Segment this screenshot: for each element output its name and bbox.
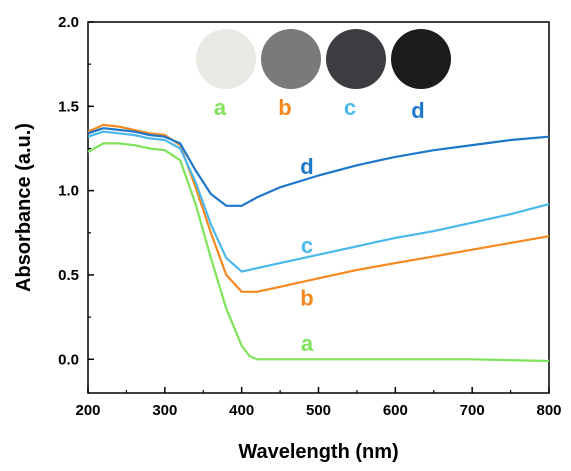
- x-tick-label: 200: [75, 402, 100, 419]
- curve-labels: d c ba: [300, 154, 314, 356]
- sample-photo-a: [196, 29, 256, 89]
- series-line-c: [87, 130, 550, 273]
- sample-photo-b: [261, 29, 321, 89]
- curve-label-a: a: [301, 331, 314, 356]
- plot-border: [87, 21, 550, 394]
- plot-frame: [87, 21, 550, 394]
- series-line-d: [87, 127, 550, 207]
- curve-label-d: d: [300, 154, 313, 179]
- sample-label-b: b: [278, 95, 291, 120]
- x-tick-label: 400: [229, 402, 254, 419]
- curve-label-c: c: [301, 233, 313, 258]
- x-tick-label: 300: [152, 402, 177, 419]
- y-axis-ticks: 0.0 0.5 1.0 1.5 2.0: [58, 14, 94, 368]
- x-tick-label: 800: [536, 402, 561, 419]
- y-tick-label: 1.5: [58, 98, 79, 115]
- y-tick-label: 1.0: [58, 183, 79, 200]
- x-axis-ticks: 200 300 400 500 600 700 800: [75, 387, 562, 419]
- sample-legend: a b c d: [196, 29, 451, 123]
- series-line-b: [87, 123, 550, 293]
- sample-photo-c: [326, 29, 386, 89]
- y-tick-label: 2.0: [58, 14, 79, 31]
- series-lines: [87, 123, 550, 363]
- y-axis-title: Absorbance (a.u.): [13, 123, 35, 292]
- y-tick-label: 0.5: [58, 267, 79, 284]
- x-axis-title: Wavelength (nm): [238, 441, 398, 463]
- x-tick-label: 700: [460, 402, 485, 419]
- sample-label-a: a: [214, 95, 227, 120]
- series-line-a: [87, 142, 550, 363]
- x-tick-label: 600: [383, 402, 408, 419]
- y-tick-label: 0.0: [58, 351, 79, 368]
- sample-label-c: c: [344, 95, 356, 120]
- curve-label-b: b: [300, 285, 313, 310]
- x-tick-label: 500: [306, 402, 331, 419]
- sample-label-d: d: [411, 98, 424, 123]
- sample-photo-d: [391, 29, 451, 89]
